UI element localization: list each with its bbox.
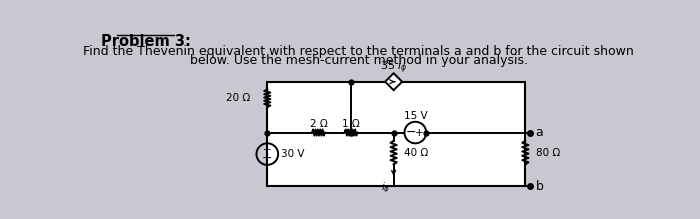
Text: −: −	[262, 152, 272, 165]
Polygon shape	[385, 73, 402, 90]
Text: 2 Ω: 2 Ω	[309, 119, 328, 129]
Text: below. Use the mesh-current method in your analysis.: below. Use the mesh-current method in yo…	[190, 54, 528, 67]
Text: +: +	[263, 145, 272, 155]
Text: $i_\phi$: $i_\phi$	[381, 180, 391, 195]
Text: Problem 3:: Problem 3:	[101, 34, 190, 49]
Text: 20 Ω: 20 Ω	[226, 93, 251, 103]
Text: 15 V: 15 V	[403, 111, 427, 121]
FancyBboxPatch shape	[267, 82, 526, 186]
Text: a: a	[536, 126, 543, 139]
Text: Find the Thevenin equivalent with respect to the terminals a and b for the circu: Find the Thevenin equivalent with respec…	[83, 45, 634, 58]
Text: +: +	[415, 127, 424, 138]
Text: −: −	[406, 126, 416, 139]
Text: b: b	[536, 180, 543, 193]
Text: 30 V: 30 V	[281, 149, 304, 159]
Text: 40 Ω: 40 Ω	[405, 148, 428, 157]
Text: 35 $i_\phi$: 35 $i_\phi$	[380, 60, 407, 76]
Text: 1 Ω: 1 Ω	[342, 119, 360, 129]
Text: 80 Ω: 80 Ω	[536, 148, 561, 157]
